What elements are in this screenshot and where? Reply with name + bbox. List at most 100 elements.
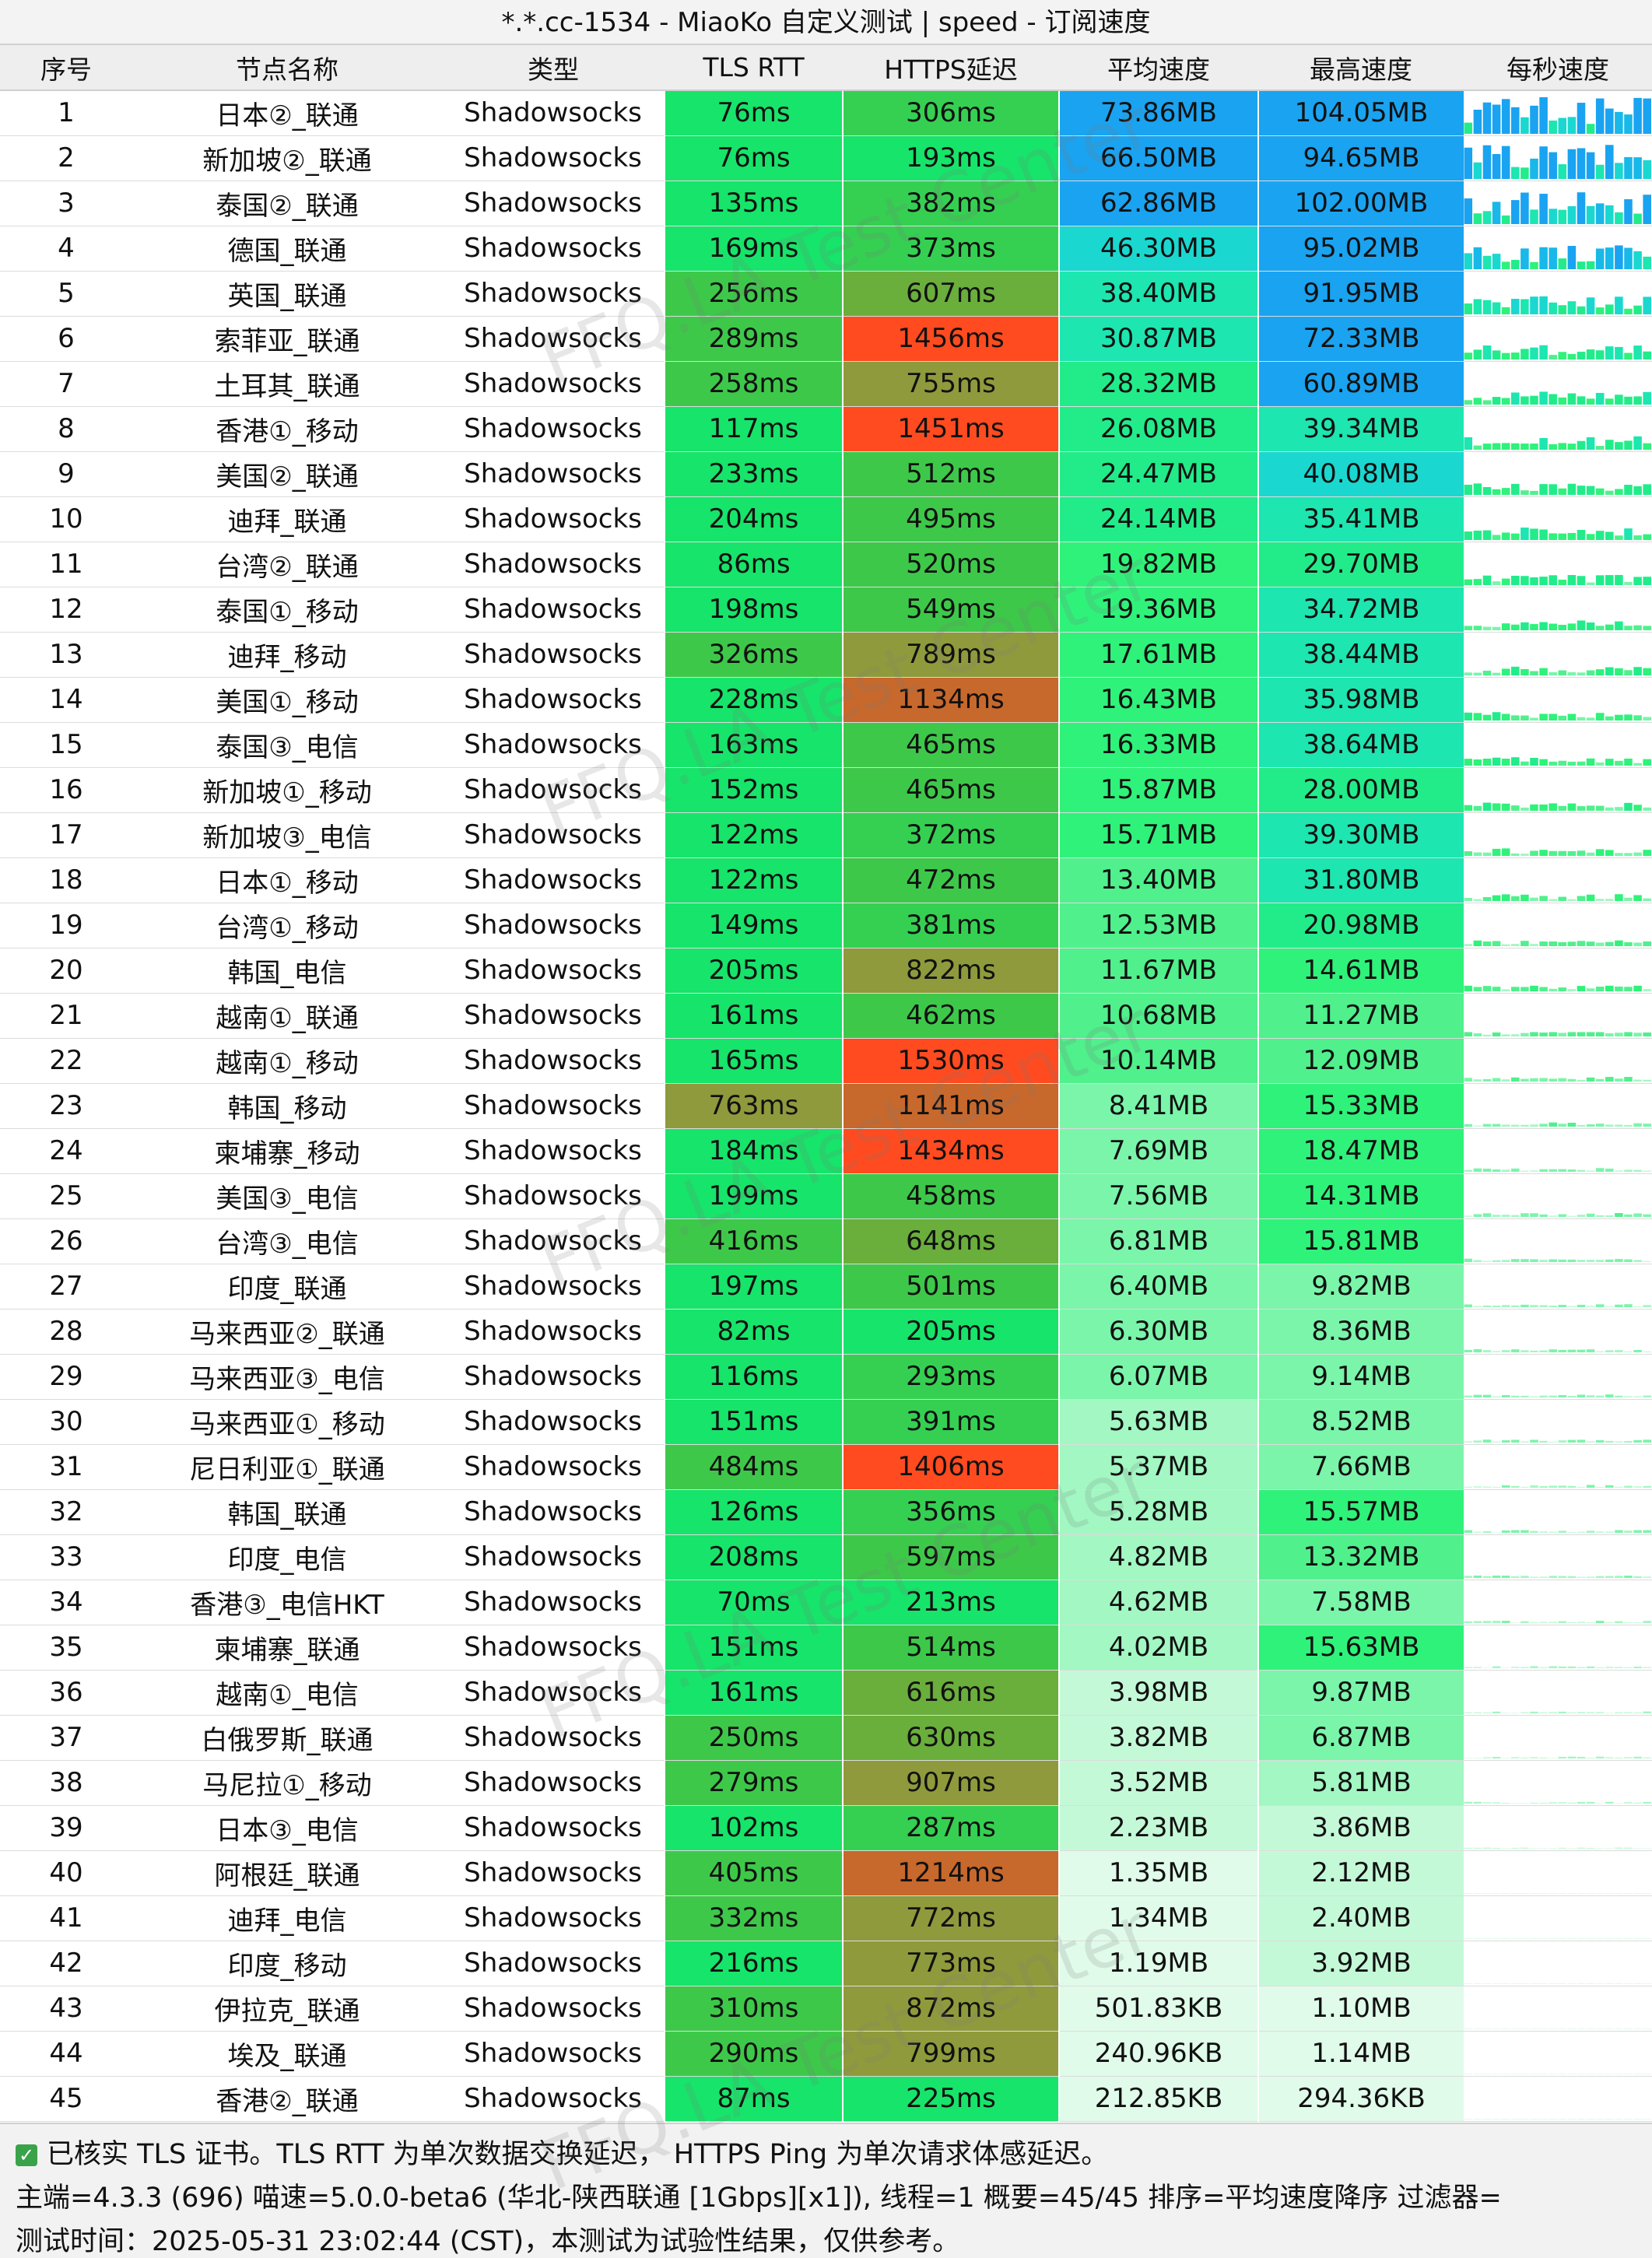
avg-speed: 6.81MB bbox=[1058, 1218, 1258, 1264]
sparkline-bar bbox=[1633, 852, 1642, 856]
sparkline-bar bbox=[1577, 1938, 1586, 1939]
table-row[interactable]: 20 韩国_电信 Shadowsocks 205ms 822ms 11.67MB 14.61… bbox=[0, 948, 1652, 994]
status-footer: ✓ 已核实 TLS 证书。TLS RTT 为单次数据交换延迟， HTTPS Pin… bbox=[0, 2123, 1652, 2258]
sparkline-bar bbox=[1558, 1802, 1567, 1804]
per-second-sparkline bbox=[1464, 722, 1652, 768]
avg-speed: 24.47MB bbox=[1058, 451, 1258, 497]
sparkline-bar bbox=[1530, 528, 1538, 540]
table-row[interactable]: 15 泰国③_电信 Shadowsocks 163ms 465ms 16.33MB 38.6… bbox=[0, 722, 1652, 768]
sparkline-bar bbox=[1549, 1349, 1557, 1352]
header-type[interactable]: 类型 bbox=[442, 45, 665, 91]
avg-speed: 6.40MB bbox=[1058, 1264, 1258, 1310]
table-row[interactable]: 34 香港③_电信HKT Shadowsocks 70ms 213ms 4.62MB 7.5… bbox=[0, 1580, 1652, 1625]
table-row[interactable]: 19 台湾①_移动 Shadowsocks 149ms 381ms 12.53MB 20.9… bbox=[0, 903, 1652, 948]
table-row[interactable]: 3 泰国②_联通 Shadowsocks 135ms 382ms 62.86MB 102.0… bbox=[0, 181, 1652, 226]
sparkline-chart bbox=[1464, 1304, 1651, 1307]
table-row[interactable]: 35 柬埔寨_联通 Shadowsocks 151ms 514ms 4.02MB 15.63… bbox=[0, 1625, 1652, 1671]
table-row[interactable]: 26 台湾③_电信 Shadowsocks 416ms 648ms 6.81MB 15.81… bbox=[0, 1218, 1652, 1264]
table-row[interactable]: 43 伊拉克_联通 Shadowsocks 310ms 872ms 501.83KB 1.1… bbox=[0, 1986, 1652, 2032]
sparkline-bar bbox=[1643, 989, 1651, 991]
table-row[interactable]: 12 泰国①_移动 Shadowsocks 198ms 549ms 19.36MB 34.7… bbox=[0, 587, 1652, 633]
table-row[interactable]: 40 阿根廷_联通 Shadowsocks 405ms 1214ms 1.35MB 2.12… bbox=[0, 1850, 1652, 1896]
sparkline-bar bbox=[1482, 444, 1492, 450]
sparkline-bar bbox=[1633, 1213, 1642, 1217]
sparkline-bar bbox=[1586, 1847, 1595, 1849]
table-row[interactable]: 28 马来西亚②_联通 Shadowsocks 82ms 205ms 6.30MB 8.36… bbox=[0, 1309, 1652, 1355]
row-index: 14 bbox=[0, 677, 132, 723]
table-row[interactable]: 8 香港①_移动 Shadowsocks 117ms 1451ms 26.08MB 39.3… bbox=[0, 406, 1652, 452]
sparkline-chart bbox=[1464, 1801, 1651, 1804]
sparkline-chart bbox=[1464, 1122, 1651, 1127]
sparkline-bar bbox=[1586, 670, 1595, 675]
table-row[interactable]: 38 马尼拉①_移动 Shadowsocks 279ms 907ms 3.52MB 5.81… bbox=[0, 1760, 1652, 1806]
sparkline-bar bbox=[1567, 206, 1577, 224]
sparkline-bar bbox=[1567, 761, 1577, 766]
table-row[interactable]: 39 日本③_电信 Shadowsocks 102ms 287ms 2.23MB 3.86M… bbox=[0, 1805, 1652, 1851]
tls-rtt: 205ms bbox=[664, 948, 843, 994]
max-speed: 1.10MB bbox=[1257, 1986, 1464, 2032]
sparkline-bar bbox=[1558, 488, 1567, 495]
table-row[interactable]: 32 韩国_联通 Shadowsocks 126ms 356ms 5.28MB 15.57M… bbox=[0, 1489, 1652, 1535]
row-index: 27 bbox=[0, 1264, 132, 1310]
table-row[interactable]: 11 台湾②_联通 Shadowsocks 86ms 520ms 19.82MB 29.70… bbox=[0, 542, 1652, 587]
header-max-speed[interactable]: 最高速度 bbox=[1258, 45, 1464, 91]
sparkline-bar bbox=[1615, 1078, 1623, 1082]
sparkline-bar bbox=[1624, 987, 1633, 991]
table-row[interactable]: 31 尼日利亚①_联通 Shadowsocks 484ms 1406ms 5.37MB 7.… bbox=[0, 1444, 1652, 1490]
table-row[interactable]: 22 越南①_移动 Shadowsocks 165ms 1530ms 10.14MB 12.… bbox=[0, 1038, 1652, 1084]
table-row[interactable]: 33 印度_电信 Shadowsocks 208ms 597ms 4.82MB 13.32M… bbox=[0, 1534, 1652, 1580]
node-type: Shadowsocks bbox=[442, 1218, 665, 1264]
sparkline-bar bbox=[1549, 899, 1557, 901]
sparkline-bar bbox=[1624, 156, 1633, 179]
header-node-name[interactable]: 节点名称 bbox=[132, 45, 442, 91]
sparkline-bar bbox=[1586, 758, 1595, 766]
table-row[interactable]: 27 印度_联通 Shadowsocks 197ms 501ms 6.40MB 9.82MB bbox=[0, 1264, 1652, 1310]
table-row[interactable]: 41 迪拜_电信 Shadowsocks 332ms 772ms 1.34MB 2.40MB bbox=[0, 1895, 1652, 1941]
header-per-second-speed[interactable]: 每秒速度 bbox=[1464, 45, 1652, 91]
sparkline-bar bbox=[1511, 1485, 1520, 1488]
table-row[interactable]: 44 埃及_联通 Shadowsocks 290ms 799ms 240.96KB 1.14… bbox=[0, 2031, 1652, 2077]
table-row[interactable]: 14 美国①_移动 Shadowsocks 228ms 1134ms 16.43MB 35.… bbox=[0, 677, 1652, 723]
table-row[interactable]: 1 日本②_联通 Shadowsocks 76ms 306ms 73.86MB 104.05… bbox=[0, 90, 1652, 136]
sparkline-bar bbox=[1595, 1304, 1605, 1307]
table-row[interactable]: 23 韩国_移动 Shadowsocks 763ms 1141ms 8.41MB 15.33… bbox=[0, 1083, 1652, 1129]
https-latency: 597ms bbox=[842, 1534, 1059, 1580]
sparkline-bar bbox=[1605, 1350, 1614, 1352]
table-row[interactable]: 42 印度_移动 Shadowsocks 216ms 773ms 1.19MB 3.92MB bbox=[0, 1941, 1652, 1986]
sparkline-bar bbox=[1492, 1215, 1501, 1217]
table-row[interactable]: 18 日本①_移动 Shadowsocks 122ms 472ms 13.40MB 31.8… bbox=[0, 857, 1652, 903]
table-row[interactable]: 36 越南①_电信 Shadowsocks 161ms 616ms 3.98MB 9.87M… bbox=[0, 1670, 1652, 1716]
table-row[interactable]: 29 马来西亚③_电信 Shadowsocks 116ms 293ms 6.07MB 9.1… bbox=[0, 1354, 1652, 1400]
table-row[interactable]: 21 越南①_联通 Shadowsocks 161ms 462ms 10.68MB 11.2… bbox=[0, 993, 1652, 1039]
sparkline-bar bbox=[1605, 1531, 1614, 1533]
sparkline-bar bbox=[1520, 987, 1529, 991]
table-row[interactable]: 10 迪拜_联通 Shadowsocks 204ms 495ms 24.14MB 35.41… bbox=[0, 496, 1652, 542]
table-row[interactable]: 2 新加坡②_联通 Shadowsocks 76ms 193ms 66.50MB 94.65… bbox=[0, 135, 1652, 181]
sparkline-bar bbox=[1539, 577, 1548, 585]
table-row[interactable]: 24 柬埔寨_移动 Shadowsocks 184ms 1434ms 7.69MB 18.4… bbox=[0, 1128, 1652, 1174]
table-row[interactable]: 5 英国_联通 Shadowsocks 256ms 607ms 38.40MB 91.95M… bbox=[0, 271, 1652, 317]
sparkline-bar bbox=[1539, 1395, 1548, 1397]
header-https-latency[interactable]: HTTPS延迟 bbox=[843, 45, 1059, 91]
table-row[interactable]: 25 美国③_电信 Shadowsocks 199ms 458ms 7.56MB 14.31… bbox=[0, 1173, 1652, 1219]
table-row[interactable]: 30 马来西亚①_移动 Shadowsocks 151ms 391ms 5.63MB 8.5… bbox=[0, 1399, 1652, 1445]
sparkline-bar bbox=[1558, 305, 1567, 314]
header-tls-rtt[interactable]: TLS RTT bbox=[665, 45, 843, 91]
per-second-sparkline bbox=[1464, 1038, 1652, 1084]
sparkline-bar bbox=[1539, 1531, 1548, 1533]
table-row[interactable]: 13 迪拜_移动 Shadowsocks 326ms 789ms 17.61MB 38.44… bbox=[0, 632, 1652, 678]
table-row[interactable]: 6 索菲亚_联通 Shadowsocks 289ms 1456ms 30.87MB 72.3… bbox=[0, 316, 1652, 362]
sparkline-bar bbox=[1482, 2028, 1492, 2029]
table-row[interactable]: 16 新加坡①_移动 Shadowsocks 152ms 465ms 15.87MB 28.… bbox=[0, 767, 1652, 813]
header-avg-speed[interactable]: 平均速度 bbox=[1059, 45, 1258, 91]
sparkline-bar bbox=[1501, 443, 1510, 450]
table-row[interactable]: 17 新加坡③_电信 Shadowsocks 122ms 372ms 15.71MB 39.… bbox=[0, 812, 1652, 858]
header-index[interactable]: 序号 bbox=[0, 45, 132, 91]
table-row[interactable]: 4 德国_联通 Shadowsocks 169ms 373ms 46.30MB 95.02M… bbox=[0, 226, 1652, 272]
sparkline-bar bbox=[1558, 1395, 1567, 1397]
table-row[interactable]: 45 香港②_联通 Shadowsocks 87ms 225ms 212.85KB 294.… bbox=[0, 2076, 1652, 2122]
sparkline-bar bbox=[1501, 1034, 1510, 1036]
table-row[interactable]: 7 土耳其_联通 Shadowsocks 258ms 755ms 28.32MB 60.89… bbox=[0, 361, 1652, 407]
table-row[interactable]: 37 白俄罗斯_联通 Shadowsocks 250ms 630ms 3.82MB 6.87… bbox=[0, 1715, 1652, 1761]
table-row[interactable]: 9 美国②_联通 Shadowsocks 233ms 512ms 24.47MB 40.08… bbox=[0, 451, 1652, 497]
